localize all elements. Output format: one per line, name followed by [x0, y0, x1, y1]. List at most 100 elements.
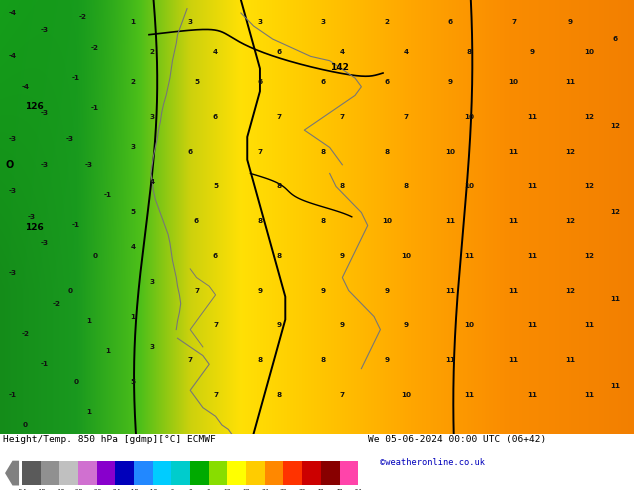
Text: 11: 11	[566, 357, 576, 363]
Text: 24: 24	[261, 489, 269, 490]
Text: 30: 30	[280, 489, 287, 490]
Text: 6: 6	[448, 19, 453, 25]
Bar	[22, 461, 41, 486]
Text: -3: -3	[85, 162, 93, 168]
Text: 6: 6	[321, 79, 326, 85]
Text: 10: 10	[464, 322, 474, 328]
Text: 9: 9	[321, 288, 326, 294]
Text: 11: 11	[508, 288, 519, 294]
Text: 0: 0	[188, 489, 192, 490]
Text: -42: -42	[54, 489, 65, 490]
Text: -1: -1	[72, 75, 80, 81]
Text: 8: 8	[467, 49, 472, 55]
Bar	[321, 461, 340, 486]
Bar	[78, 461, 96, 486]
Bar	[228, 461, 246, 486]
Text: -54: -54	[16, 489, 27, 490]
Text: 42: 42	[317, 489, 325, 490]
Text: 3: 3	[321, 19, 326, 25]
Text: 8: 8	[257, 218, 262, 224]
Text: 10: 10	[508, 79, 519, 85]
Text: 3: 3	[150, 279, 155, 285]
Text: 10: 10	[585, 49, 595, 55]
Text: -3: -3	[28, 214, 36, 220]
Text: 11: 11	[508, 149, 519, 155]
Text: 12: 12	[566, 288, 576, 294]
Bar	[265, 461, 283, 486]
Text: 1: 1	[131, 314, 136, 319]
Text: 3: 3	[131, 145, 136, 150]
Text: -6: -6	[167, 489, 175, 490]
Text: -3: -3	[9, 270, 16, 276]
Text: 8: 8	[276, 183, 281, 190]
Text: 6: 6	[384, 79, 389, 85]
Text: -3: -3	[41, 162, 48, 168]
Bar	[171, 461, 190, 486]
Bar	[340, 461, 358, 486]
Text: 11: 11	[566, 79, 576, 85]
Text: 9: 9	[276, 322, 281, 328]
Text: 6: 6	[207, 489, 210, 490]
Text: 10: 10	[382, 218, 392, 224]
Text: 54: 54	[354, 489, 362, 490]
Text: 1: 1	[105, 348, 110, 354]
Text: 1: 1	[86, 318, 91, 324]
Text: 9: 9	[530, 49, 535, 55]
Text: -1: -1	[41, 361, 48, 368]
Text: 5: 5	[131, 379, 136, 385]
Bar	[302, 461, 321, 486]
Text: 9: 9	[340, 322, 345, 328]
Text: -48: -48	[35, 489, 46, 490]
Text: 142: 142	[330, 63, 349, 72]
Text: 126: 126	[25, 223, 44, 232]
Bar	[134, 461, 153, 486]
Text: 7: 7	[340, 114, 345, 120]
Text: 12: 12	[585, 253, 595, 259]
Text: -12: -12	[147, 489, 158, 490]
Text: 12: 12	[610, 210, 620, 216]
Text: 11: 11	[585, 392, 595, 397]
Text: 9: 9	[403, 322, 408, 328]
Text: 11: 11	[508, 218, 519, 224]
Text: 6: 6	[188, 149, 193, 155]
Text: 10: 10	[401, 392, 411, 397]
Text: 3: 3	[188, 19, 193, 25]
Text: -38: -38	[72, 489, 84, 490]
Text: -4: -4	[22, 84, 29, 90]
Bar	[59, 461, 78, 486]
Text: 10: 10	[464, 183, 474, 190]
Text: -24: -24	[110, 489, 121, 490]
Text: -4: -4	[9, 53, 16, 59]
Text: 1: 1	[131, 19, 136, 25]
Text: -3: -3	[41, 27, 48, 33]
Text: 11: 11	[585, 322, 595, 328]
Text: 10: 10	[401, 253, 411, 259]
Text: 7: 7	[213, 322, 218, 328]
Text: 12: 12	[585, 183, 595, 190]
Bar	[283, 461, 302, 486]
Text: 11: 11	[610, 383, 620, 389]
Text: 3: 3	[257, 19, 262, 25]
Text: 9: 9	[384, 357, 389, 363]
Text: 5: 5	[194, 79, 199, 85]
Text: 11: 11	[445, 357, 455, 363]
FancyArrow shape	[5, 461, 19, 486]
Bar	[115, 461, 134, 486]
Text: 11: 11	[464, 392, 474, 397]
Text: 7: 7	[340, 392, 345, 397]
Text: 12: 12	[585, 114, 595, 120]
Text: 4: 4	[150, 179, 155, 185]
Text: -3: -3	[66, 136, 74, 142]
Text: 3: 3	[150, 114, 155, 120]
Text: 10: 10	[464, 114, 474, 120]
Text: 0: 0	[93, 253, 98, 259]
Text: 7: 7	[188, 357, 193, 363]
Text: 4: 4	[213, 49, 218, 55]
Text: 11: 11	[508, 357, 519, 363]
Text: 12: 12	[224, 489, 231, 490]
Text: -2: -2	[91, 45, 99, 50]
Text: ©weatheronline.co.uk: ©weatheronline.co.uk	[380, 459, 486, 467]
Text: 6: 6	[213, 253, 218, 259]
Text: 9: 9	[257, 288, 262, 294]
Text: O: O	[5, 160, 13, 170]
